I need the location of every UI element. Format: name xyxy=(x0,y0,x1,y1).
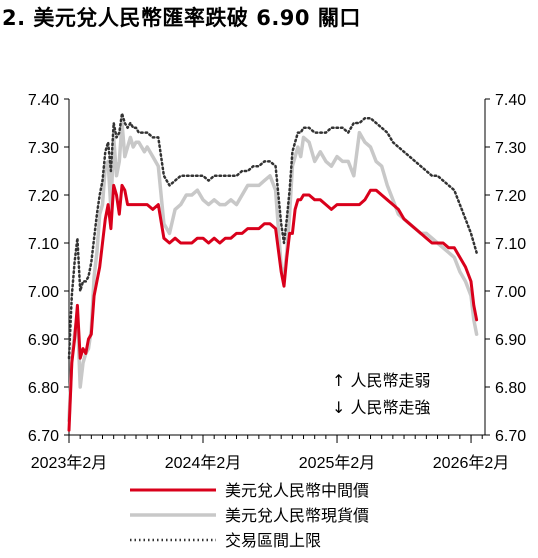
legend-label-2: 交易區間上限 xyxy=(225,531,321,550)
x-tick-label: 2026年2月 xyxy=(433,454,510,472)
annotation-weaker: ↑ 人民幣走弱 xyxy=(332,371,431,390)
axes-layer: 7.40 7.40 7.30 7.30 7.20 7.20 7.10 7.10 7.00 7.00… xyxy=(28,92,526,472)
y-tick-label-right: 7.40 xyxy=(495,92,526,109)
y-tick-label-right: 7.30 xyxy=(495,140,526,157)
y-tick-label-right: 7.20 xyxy=(495,188,526,205)
y-tick-label-left: 7.20 xyxy=(28,188,59,205)
series-layer xyxy=(67,112,479,432)
y-tick-label-left: 7.00 xyxy=(28,284,59,301)
y-tick-label-right: 7.10 xyxy=(495,236,526,253)
y-tick-label-right: 6.70 xyxy=(495,428,526,445)
y-tick-label-left: 7.40 xyxy=(28,92,59,109)
x-tick-label: 2024年2月 xyxy=(165,454,242,472)
y-tick-label-left: 7.30 xyxy=(28,140,59,157)
y-tick-label-left: 6.70 xyxy=(28,428,59,445)
y-tick-label-right: 6.90 xyxy=(495,332,526,349)
chart-title: 2. 美元兌人民幣匯率跌破 6.90 關口 xyxy=(2,6,361,30)
legend-label-1: 美元兌人民幣現貨價 xyxy=(225,506,369,525)
series-line-2 xyxy=(67,112,478,360)
y-tick-label-right: 6.80 xyxy=(495,380,526,397)
annotation-stronger: ↓ 人民幣走強 xyxy=(332,398,431,417)
y-tick-label-left: 6.80 xyxy=(28,380,59,397)
legend-label-0: 美元兌人民幣中間價 xyxy=(225,481,369,500)
x-tick-label: 2025年2月 xyxy=(299,454,376,472)
series-line-0 xyxy=(67,183,479,432)
y-tick-label-left: 6.90 xyxy=(28,332,59,349)
annotation-layer: ↑ 人民幣走弱 ↓ 人民幣走強 xyxy=(332,371,431,417)
x-tick-label: 2023年2月 xyxy=(31,454,108,472)
y-tick-label-left: 7.10 xyxy=(28,236,59,253)
y-tick-label-right: 7.00 xyxy=(495,284,526,301)
